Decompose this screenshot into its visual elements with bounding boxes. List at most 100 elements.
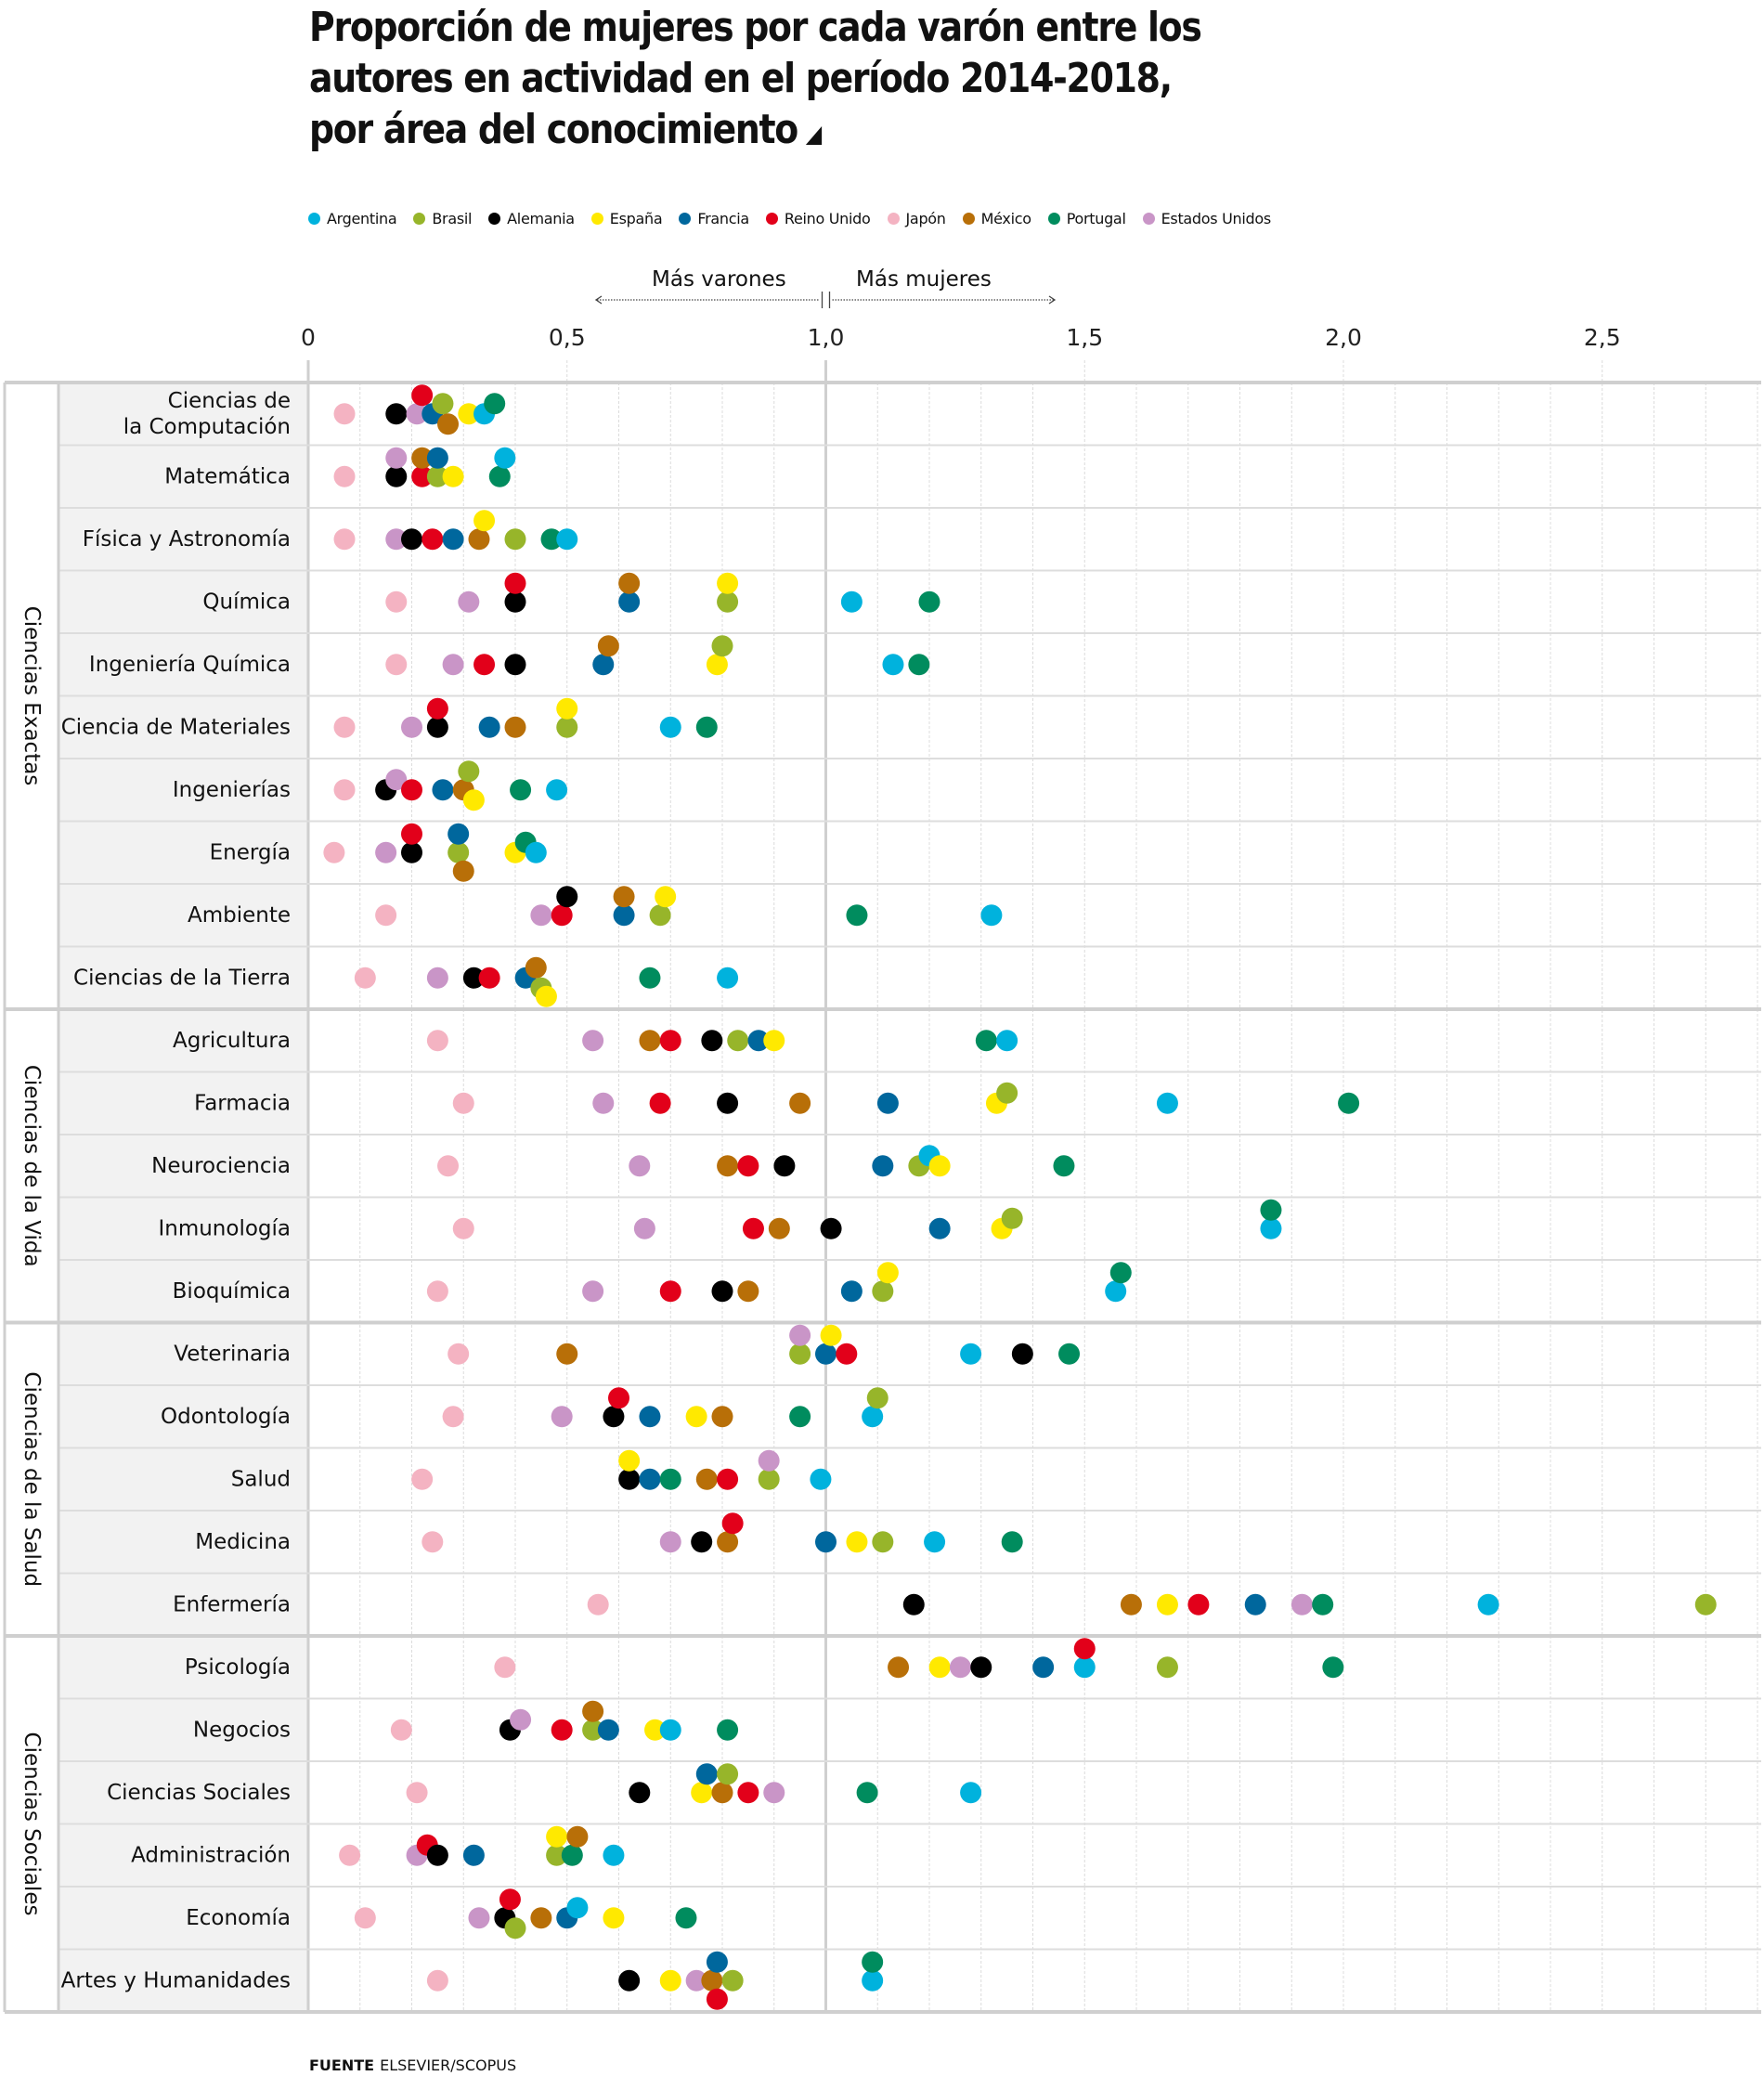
data-point bbox=[717, 1155, 739, 1177]
legend-item: Brasil bbox=[413, 210, 472, 227]
data-point bbox=[504, 572, 526, 594]
data-point bbox=[737, 1155, 759, 1177]
row-label: Bioquímica bbox=[173, 1279, 291, 1304]
data-point bbox=[866, 1387, 888, 1409]
data-point bbox=[629, 1782, 651, 1804]
data-point bbox=[323, 841, 345, 863]
data-point bbox=[411, 1468, 434, 1490]
data-point bbox=[551, 1719, 573, 1741]
data-point bbox=[633, 1217, 655, 1239]
data-point bbox=[426, 447, 448, 469]
legend-item: México bbox=[962, 210, 1031, 227]
data-point bbox=[659, 1719, 681, 1741]
data-point bbox=[789, 1324, 811, 1346]
data-point bbox=[385, 769, 408, 791]
legend-swatch bbox=[488, 213, 501, 225]
data-point bbox=[1244, 1593, 1266, 1615]
data-point bbox=[452, 860, 474, 882]
data-point bbox=[721, 1512, 744, 1535]
data-point bbox=[504, 528, 526, 551]
data-point bbox=[551, 904, 573, 927]
row-label: Ciencias de la Tierra bbox=[73, 966, 291, 990]
row-label: Psicología bbox=[185, 1655, 291, 1680]
data-point bbox=[530, 1907, 552, 1929]
x-tick-label: 0,5 bbox=[549, 324, 586, 351]
data-point bbox=[695, 1763, 718, 1785]
data-point bbox=[742, 1217, 764, 1239]
data-point bbox=[582, 1030, 604, 1052]
data-point bbox=[1105, 1280, 1127, 1303]
data-point bbox=[1260, 1217, 1282, 1239]
data-point bbox=[846, 1531, 868, 1553]
row-label: la Computación bbox=[123, 415, 291, 439]
row-label: Agricultura bbox=[173, 1029, 291, 1053]
data-point bbox=[401, 716, 422, 738]
arrow-left-icon bbox=[594, 295, 603, 305]
data-point bbox=[659, 1969, 681, 1992]
data-point bbox=[975, 1030, 997, 1052]
row-label: Matemática bbox=[164, 464, 291, 488]
legend-label: Argentina bbox=[327, 210, 397, 227]
data-point bbox=[763, 1030, 785, 1052]
data-point bbox=[1109, 1262, 1132, 1284]
source-note: FUENTE ELSEVIER/SCOPUS bbox=[309, 2057, 516, 2074]
row-label: Inmunología bbox=[158, 1216, 291, 1240]
legend-item: España bbox=[590, 210, 663, 227]
row-label: Química bbox=[202, 590, 291, 614]
data-point bbox=[1156, 1593, 1178, 1615]
data-point bbox=[354, 967, 376, 989]
data-point bbox=[737, 1280, 759, 1303]
data-point bbox=[1032, 1656, 1055, 1679]
legend-item: Reino Unido bbox=[765, 210, 871, 227]
data-point bbox=[711, 635, 733, 657]
row-label: Veterinaria bbox=[174, 1342, 291, 1366]
data-point bbox=[592, 654, 615, 676]
data-point bbox=[618, 1468, 641, 1490]
data-point bbox=[442, 1406, 464, 1428]
legend-label: Alemania bbox=[507, 210, 575, 227]
data-point bbox=[996, 1082, 1018, 1104]
data-point bbox=[582, 1280, 604, 1303]
data-point bbox=[695, 1468, 718, 1490]
data-point bbox=[691, 1531, 713, 1553]
data-point bbox=[333, 779, 356, 801]
row-label: Energía bbox=[210, 840, 291, 864]
data-point bbox=[385, 590, 408, 613]
legend-label: Brasil bbox=[432, 210, 473, 227]
legend-item: Portugal bbox=[1047, 210, 1126, 227]
data-point bbox=[1053, 1155, 1075, 1177]
data-point bbox=[484, 393, 506, 415]
data-point bbox=[546, 1825, 568, 1848]
row-label: Ingenierías bbox=[173, 778, 291, 802]
data-point bbox=[659, 1280, 681, 1303]
data-point bbox=[815, 1343, 837, 1365]
data-point bbox=[556, 716, 578, 738]
data-point bbox=[406, 403, 428, 425]
data-point bbox=[928, 1217, 951, 1239]
data-point bbox=[333, 465, 356, 487]
data-point bbox=[437, 1155, 460, 1177]
data-point bbox=[820, 1217, 842, 1239]
data-point bbox=[639, 1468, 661, 1490]
data-point bbox=[510, 779, 532, 801]
data-point bbox=[426, 1969, 448, 1992]
title-line-3: por área del conocimiento bbox=[309, 106, 798, 153]
data-point bbox=[375, 841, 397, 863]
data-point bbox=[872, 1531, 894, 1553]
data-point bbox=[608, 1387, 629, 1409]
data-point bbox=[426, 697, 448, 720]
data-point bbox=[717, 1468, 739, 1490]
data-point bbox=[499, 1888, 521, 1911]
legend-item: Alemania bbox=[488, 210, 575, 227]
data-point bbox=[504, 590, 526, 613]
data-point bbox=[996, 1030, 1018, 1052]
data-point bbox=[737, 1782, 759, 1804]
data-point bbox=[685, 1406, 707, 1428]
data-point bbox=[452, 1217, 474, 1239]
data-point bbox=[840, 590, 863, 613]
data-point bbox=[717, 1531, 739, 1553]
data-point bbox=[390, 1719, 412, 1741]
row-label: Ingeniería Química bbox=[89, 653, 291, 677]
legend-swatch bbox=[590, 213, 603, 225]
